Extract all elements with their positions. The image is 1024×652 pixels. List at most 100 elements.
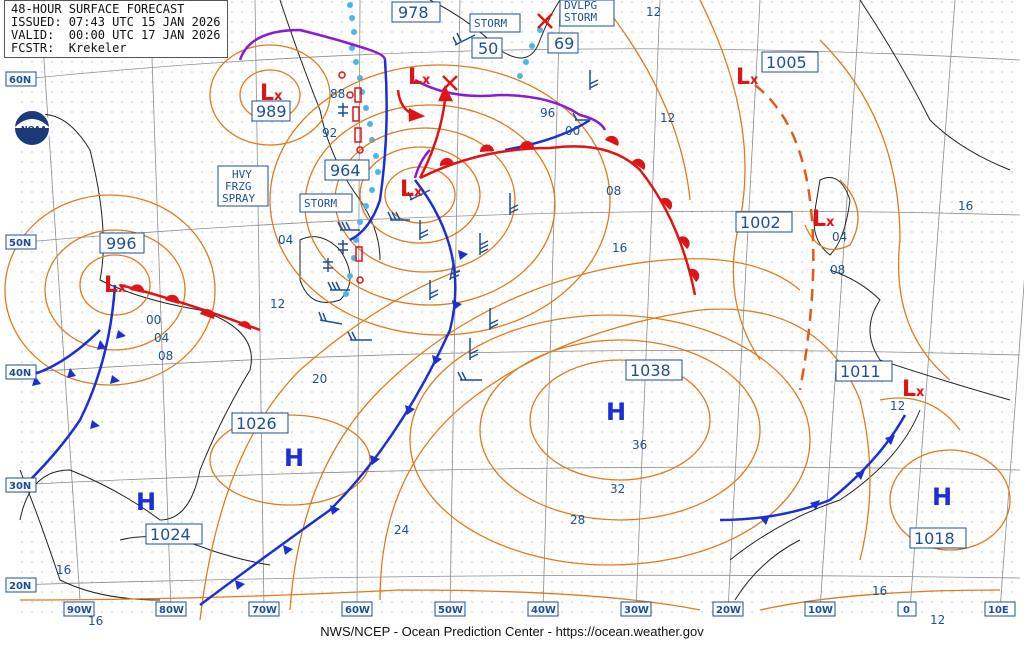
pressure-label-1026: 1026 — [231, 412, 289, 434]
svg-text:24: 24 — [394, 523, 409, 537]
svg-text:60N: 60N — [9, 75, 31, 86]
svg-text:x: x — [274, 89, 283, 104]
svg-text:96: 96 — [540, 106, 555, 120]
svg-text:STORM: STORM — [304, 197, 337, 210]
svg-text:x: x — [414, 185, 423, 200]
svg-text:32: 32 — [610, 482, 625, 496]
svg-text:16: 16 — [958, 199, 973, 213]
svg-text:16: 16 — [612, 241, 627, 255]
svg-text:1026: 1026 — [236, 414, 277, 433]
svg-text:50N: 50N — [9, 238, 31, 249]
svg-text:x: x — [826, 215, 835, 230]
trough-line — [754, 84, 815, 391]
svg-text:L: L — [902, 377, 916, 402]
spray-symbols — [323, 103, 348, 272]
svg-text:40N: 40N — [9, 368, 31, 379]
noaa-logo: NOAA — [13, 109, 51, 147]
svg-text:92: 92 — [322, 126, 337, 140]
pressure-label-1011: 1011 — [835, 360, 893, 382]
svg-text:12: 12 — [646, 5, 661, 19]
svg-text:STORM: STORM — [474, 17, 507, 30]
svg-text:50W: 50W — [438, 605, 463, 616]
svg-text:996: 996 — [106, 234, 137, 253]
svg-text:12: 12 — [660, 111, 675, 125]
wind-barbs — [318, 32, 599, 381]
svg-text:00: 00 — [146, 313, 161, 327]
isobars — [4, 0, 1011, 621]
svg-text:DVLPG: DVLPG — [564, 0, 597, 12]
svg-text:STORM: STORM — [564, 11, 597, 24]
svg-text:12: 12 — [270, 297, 285, 311]
warm-fronts — [119, 135, 700, 332]
svg-text:20: 20 — [312, 372, 327, 386]
forecaster: FCSTR: Krekeler — [11, 41, 127, 55]
longitude-labels: 90W 80W 70W 60W 50W 40W 30W 20W 10W 0 10… — [63, 601, 1016, 617]
svg-text:x: x — [118, 281, 127, 296]
svg-text:50: 50 — [478, 39, 498, 58]
svg-text:L: L — [104, 273, 118, 298]
svg-text:12: 12 — [930, 613, 945, 627]
svg-text:80W: 80W — [159, 605, 184, 616]
svg-text:04: 04 — [278, 233, 293, 247]
svg-text:SPRAY: SPRAY — [222, 192, 255, 205]
svg-text:L: L — [408, 65, 422, 90]
x-marks — [442, 13, 553, 91]
svg-text:NOAA: NOAA — [21, 125, 47, 134]
pressure-label-1005: 1005 — [761, 51, 819, 73]
occluded-fronts — [238, 28, 607, 179]
high-symbol-1026: H — [284, 444, 304, 472]
svg-text:L: L — [812, 207, 826, 232]
svg-text:16: 16 — [56, 563, 71, 577]
svg-text:FRZG: FRZG — [225, 180, 252, 193]
svg-text:88: 88 — [330, 87, 345, 101]
pressure-label-1024: 1024 — [145, 523, 203, 545]
latitude-labels: 60N 50N 40N 30N 20N — [5, 71, 37, 593]
svg-text:30W: 30W — [624, 605, 649, 616]
svg-text:40W: 40W — [531, 605, 556, 616]
svg-text:04: 04 — [154, 331, 169, 345]
svg-text:16: 16 — [88, 614, 103, 628]
svg-text:HVY: HVY — [232, 168, 252, 181]
pressure-label-964: 964 — [324, 159, 370, 181]
credit-line: NWS/NCEP - Ocean Prediction Center - htt… — [320, 624, 704, 639]
high-symbols: H H H H — [136, 398, 952, 516]
svg-text:30N: 30N — [9, 481, 31, 492]
svg-text:16: 16 — [872, 584, 887, 598]
svg-text:60W: 60W — [345, 605, 370, 616]
small-value-69: 69 — [547, 32, 579, 54]
svg-text:1011: 1011 — [840, 362, 881, 381]
small-value-50: 50 — [471, 37, 503, 59]
svg-text:989: 989 — [256, 102, 287, 121]
svg-text:x: x — [916, 385, 925, 400]
svg-text:1038: 1038 — [630, 361, 671, 380]
issued-time: ISSUED: 07:43 UTC 15 JAN 2026 — [11, 15, 221, 29]
svg-text:964: 964 — [330, 161, 361, 180]
svg-text:1002: 1002 — [740, 213, 781, 232]
forecast-header: 48-HOUR SURFACE FORECAST ISSUED: 07:43 U… — [4, 0, 228, 58]
pressure-label-978: 978 — [391, 1, 441, 23]
svg-text:978: 978 — [398, 3, 429, 22]
pressure-value-labels: 989 978 964 996 1005 1002 1011 1038 1026… — [99, 1, 967, 549]
pressure-label-1038: 1038 — [625, 359, 683, 381]
svg-text:28: 28 — [570, 513, 585, 527]
svg-text:04: 04 — [832, 230, 847, 244]
svg-text:1005: 1005 — [766, 53, 807, 72]
valid-time: VALID: 00:00 UTC 17 JAN 2026 — [11, 28, 221, 42]
svg-text:1024: 1024 — [150, 525, 191, 544]
svg-text:12: 12 — [890, 399, 905, 413]
svg-text:x: x — [750, 73, 759, 88]
high-symbol-1024: H — [136, 488, 156, 516]
svg-text:69: 69 — [554, 34, 574, 53]
svg-text:00: 00 — [565, 124, 580, 138]
svg-text:70W: 70W — [252, 605, 277, 616]
pressure-label-1002: 1002 — [735, 211, 793, 233]
